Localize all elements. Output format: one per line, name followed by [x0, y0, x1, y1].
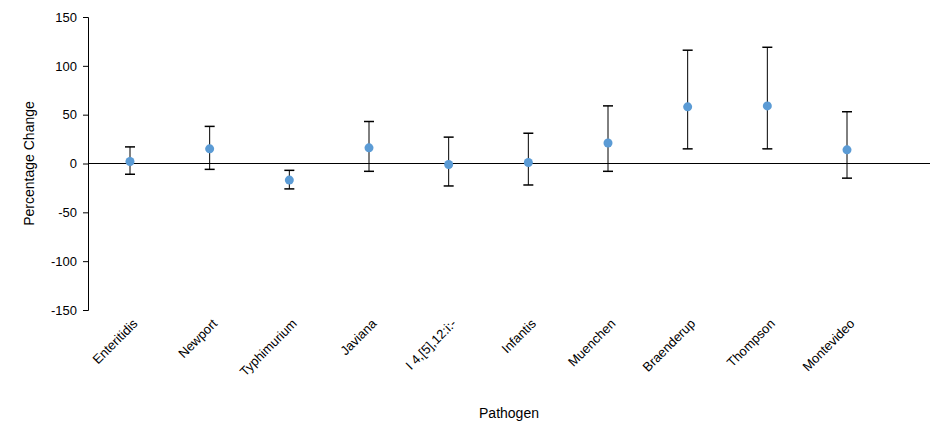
x-axis-line: [88, 163, 930, 164]
point: [524, 158, 533, 167]
error-bar: [205, 126, 215, 169]
y-tick-label: 100: [55, 58, 77, 73]
error-bar: [603, 106, 613, 171]
y-tick: 50: [63, 107, 88, 122]
y-tick: 0: [70, 156, 88, 171]
x-tick-label: Infantis: [499, 316, 540, 357]
error-bar-cap-lower: [523, 184, 533, 186]
y-tick: -150: [51, 303, 88, 318]
error-bar: [364, 122, 374, 172]
chart: -150 -100 -50 0 50 100 150 Enteritidis Newport Ty…: [0, 0, 946, 441]
error-bar-stem: [687, 50, 688, 149]
y-tick-mark: [83, 17, 88, 18]
error-bar-cap-upper: [683, 49, 693, 51]
point: [763, 101, 772, 110]
error-bar: [125, 147, 135, 174]
point: [205, 144, 214, 153]
point: [285, 176, 294, 185]
y-tick-mark: [83, 164, 88, 165]
error-bar-cap-upper: [205, 126, 215, 128]
error-bar-cap-lower: [284, 188, 294, 190]
y-tick: 150: [55, 10, 88, 25]
error-bar-cap-upper: [125, 146, 135, 148]
error-bar-cap-upper: [842, 111, 852, 113]
error-bar-cap-lower: [683, 148, 693, 150]
error-bar-cap-lower: [762, 148, 772, 150]
error-bar: [444, 137, 454, 186]
point: [604, 138, 613, 147]
y-tick-mark: [83, 66, 88, 67]
error-bar: [284, 170, 294, 189]
y-tick-mark: [83, 115, 88, 116]
error-bar-cap-upper: [364, 121, 374, 123]
error-bar-cap-upper: [523, 132, 533, 134]
error-bar-cap-lower: [444, 185, 454, 187]
error-bar: [523, 133, 533, 185]
point: [444, 160, 453, 169]
x-axis: Enteritidis Newport Typhimurium Javiana I 4,…: [90, 315, 858, 379]
point: [843, 145, 852, 154]
error-bar-cap-upper: [762, 47, 772, 49]
y-axis: -150 -100 -50 0 50 100 150: [51, 10, 89, 318]
y-tick-mark: [83, 212, 88, 213]
y-tick-label: -150: [51, 303, 77, 318]
y-tick-label: 150: [55, 10, 77, 25]
y-axis-title: Percentage Change: [21, 101, 37, 226]
error-bar: [762, 47, 772, 149]
y-axis-line: [83, 18, 89, 311]
error-bar-stem: [847, 112, 848, 178]
y-tick-label: -100: [51, 254, 77, 269]
y-tick-label: -50: [58, 205, 77, 220]
x-tick-label: Enteritidis: [90, 316, 141, 367]
error-bar-cap-upper: [603, 105, 613, 107]
point: [683, 102, 692, 111]
x-tick-label: Javiana: [337, 315, 380, 358]
marks: [125, 47, 852, 189]
x-tick-label: Muenchen: [565, 316, 619, 370]
x-tick-label: I 4,[5],12:i:-: [403, 316, 460, 373]
y-tick-mark: [83, 261, 88, 262]
y-tick-label: 50: [63, 107, 77, 122]
x-tick-label: Newport: [175, 316, 220, 361]
x-tick-label: Montevideo: [799, 316, 857, 374]
y-tick: -100: [51, 254, 88, 269]
error-bar: [842, 112, 852, 178]
error-bar-cap-lower: [603, 171, 613, 173]
error-bar-cap-lower: [125, 173, 135, 175]
point: [365, 143, 374, 152]
x-tick-label: Typhimurium: [237, 316, 300, 379]
y-tick: 100: [55, 58, 88, 73]
y-tick-label: 0: [70, 156, 77, 171]
error-bar-cap-upper: [444, 136, 454, 138]
error-bar: [683, 50, 693, 149]
error-bar-cap-lower: [364, 171, 374, 173]
x-tick-label: Thompson: [724, 316, 778, 370]
x-axis-title: Pathogen: [479, 405, 539, 421]
error-bar-cap-lower: [842, 177, 852, 179]
point: [126, 157, 135, 166]
y-tick-mark: [83, 310, 88, 311]
error-bar-cap-upper: [284, 170, 294, 172]
error-bar-stem: [767, 47, 768, 149]
error-bar-cap-lower: [205, 169, 215, 171]
x-tick-label: Braenderup: [640, 316, 699, 375]
y-tick: -50: [58, 205, 88, 220]
